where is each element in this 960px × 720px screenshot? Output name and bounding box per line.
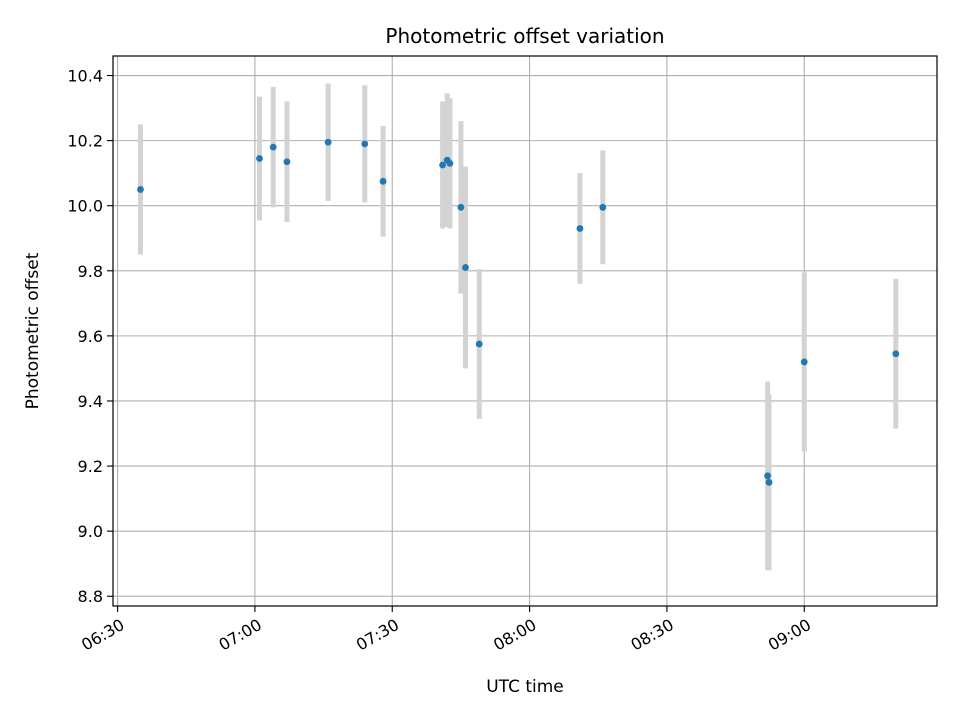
- data-point: [892, 350, 900, 358]
- y-tick-label: 9.4: [78, 392, 103, 411]
- y-tick-label: 10.4: [67, 67, 103, 86]
- x-axis-label: UTC time: [486, 677, 564, 697]
- y-tick-label: 9.0: [78, 522, 103, 541]
- y-tick-label: 8.8: [78, 587, 103, 606]
- data-point: [269, 143, 277, 151]
- y-tick-label: 9.2: [78, 457, 103, 476]
- y-axis-label: Photometric offset: [23, 252, 43, 409]
- y-tick-label: 9.6: [78, 327, 103, 346]
- data-points: [137, 138, 900, 486]
- plot-frame: [112, 55, 938, 607]
- data-point: [446, 159, 454, 167]
- y-tick-label: 10.2: [67, 132, 103, 151]
- y-tick-label: 10.0: [67, 197, 103, 216]
- data-point: [256, 155, 263, 162]
- chart-title: Photometric offset variation: [385, 24, 664, 48]
- data-point: [462, 264, 469, 271]
- data-point: [137, 186, 144, 193]
- data-point: [800, 358, 808, 366]
- data-point: [764, 472, 772, 480]
- data-point: [576, 225, 584, 232]
- data-point: [475, 340, 483, 348]
- data-point: [361, 140, 369, 148]
- data-point: [439, 161, 446, 169]
- data-point: [765, 478, 773, 486]
- data-point: [324, 138, 332, 146]
- data-point: [599, 203, 607, 211]
- data-point: [379, 177, 387, 185]
- data-point: [457, 203, 465, 211]
- y-axis-ticks: 8.8 9.0 9.2 9.4 9.6 9.8 10.0 10.2 10.4: [67, 67, 113, 606]
- y-tick-label: 9.8: [78, 262, 103, 281]
- grid: [113, 56, 937, 606]
- data-point: [283, 158, 291, 166]
